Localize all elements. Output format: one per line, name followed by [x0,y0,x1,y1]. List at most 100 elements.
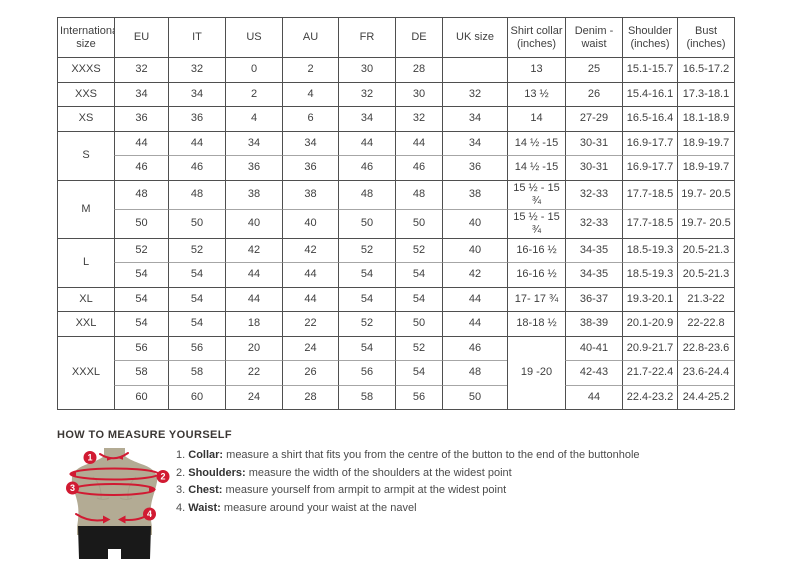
table-cell: 52 [395,237,442,262]
table-cell: 42 [442,262,507,287]
table-cell [442,57,507,82]
table-cell: 44 [442,286,507,311]
size-group-label: XXXS [57,57,114,82]
collar-arrow-right [117,455,123,460]
column-header: EU [114,17,168,57]
table-cell: 14 [507,106,565,131]
table-cell: 34 [442,130,507,155]
table-cell: 17- 17 ¾ [507,286,565,311]
column-header: UK size [442,17,507,57]
table-cell: 30-31 [565,155,622,180]
table-cell: 52 [168,237,225,262]
size-group-label: M [57,179,114,238]
table-cell: 32 [338,81,395,106]
table-cell: 48 [442,360,507,385]
table-cell: 19.3-20.1 [622,286,677,311]
table-cell: 38 [282,179,338,209]
table-cell: 54 [168,286,225,311]
table-cell: 52 [338,311,395,336]
table-cell: 34 [225,130,282,155]
size-group-label: S [57,130,114,180]
table-cell: 36 [442,155,507,180]
figure-badge-3: 3 [66,481,79,495]
table-cell: 15 ½ - 15 ¾ [507,208,565,238]
size-group-label: L [57,237,114,287]
table-cell: 60 [114,384,168,409]
table-cell: 42-43 [565,360,622,385]
table-cell: 32 [114,57,168,82]
table-cell: 18.5-19.3 [622,237,677,262]
table-cell: 21.3-22 [677,286,734,311]
table-cell: 48 [114,179,168,209]
table-cell: 52 [338,237,395,262]
table-cell: 19.7- 20.5 [677,208,734,238]
step-number: 2. [176,466,186,479]
table-cell: 16.9-17.7 [622,130,677,155]
table-cell: 15 ½ - 15 ¾ [507,179,565,209]
table-cell: 54 [338,286,395,311]
table-cell: 44 [282,286,338,311]
step-text: measure yourself from armpit to armpit a… [225,484,507,496]
table-cell: 26 [565,81,622,106]
table-cell: 32-33 [565,179,622,209]
table-cell: 40-41 [565,335,622,360]
step-label: Chest: [188,484,223,496]
table-cell: 22-22.8 [677,311,734,336]
step-number: 1. [176,449,186,461]
step-text: measure the width of the shoulders at th… [248,466,512,479]
table-cell: 54 [395,286,442,311]
table-cell: 24 [282,335,338,360]
table-cell: 18.1-18.9 [677,106,734,131]
table-cell: 23.6-24.4 [677,360,734,385]
column-header: FR [338,17,395,57]
table-cell: 22 [282,311,338,336]
step-text: measure around your waist at the navel [223,501,417,514]
table-cell: 26 [282,360,338,385]
table-cell: 6 [282,106,338,131]
table-cell: 15.1-15.7 [622,57,677,82]
table-cell: 22.4-23.2 [622,384,677,409]
svg-text:1: 1 [87,453,92,463]
table-cell: 40 [442,237,507,262]
table-cell: 20.5-21.3 [677,262,734,287]
table-cell: 16-16 ½ [507,262,565,287]
table-row: M 48 48 38 38 48 48 38 15 ½ - 15 ¾ 32-33 17.7-18.5… [57,179,734,238]
table-cell: 17.7-18.5 [622,208,677,238]
column-header: AU [282,17,338,57]
table-cell: 18.9-19.7 [677,155,734,180]
column-header: Bust (inches) [677,17,734,57]
table-cell: 52 [395,335,442,360]
table-cell: 18.9-19.7 [677,130,734,155]
waist-arrow-right [118,515,126,524]
collar-measure-line [99,452,129,460]
table-cell: 16.5-16.4 [622,106,677,131]
table-row: XXS 34 34 2 4 32 30 32 13 ½ 26 15.4-16.1 17.3-18.1 [57,81,734,106]
table-row: 58 58 22 26 56 54 48 42-43 21.7-22.4 23.6-24.4 [57,360,734,385]
table-cell: 24 [225,384,282,409]
mannequin-figure: 1 2 3 4 [66,448,170,559]
table-cell: 32 [395,106,442,131]
measurement-figure: 1 2 3 4 [57,447,183,566]
size-group-label: XL [57,286,114,311]
table-cell: 13 ½ [507,81,565,106]
table-cell: 54 [338,262,395,287]
table-cell: 54 [114,262,168,287]
measure-step-4: 4. Waist: measure around your waist at t… [176,501,736,514]
table-cell: 4 [282,81,338,106]
column-header: US [225,17,282,57]
table-cell: 54 [395,360,442,385]
table-cell: 50 [338,208,395,238]
measure-step-2: 2. Shoulders: measure the width of the s… [176,466,736,479]
table-cell: 54 [395,262,442,287]
table-cell: 30 [338,57,395,82]
table-cell: 44 [168,130,225,155]
table-cell: 56 [395,384,442,409]
table-cell: 58 [114,360,168,385]
table-row: S 44 44 34 34 44 44 34 14 ½ -15 30-31 16.9-17.7 18.… [57,130,734,180]
table-cell: 32-33 [565,208,622,238]
table-cell: 54 [114,286,168,311]
table-cell: 50 [395,311,442,336]
table-row: XXXS 32 32 0 2 30 28 13 25 15.1-15.7 16.5-17.2 [57,57,734,82]
table-cell: 25 [565,57,622,82]
table-cell: 46 [338,155,395,180]
